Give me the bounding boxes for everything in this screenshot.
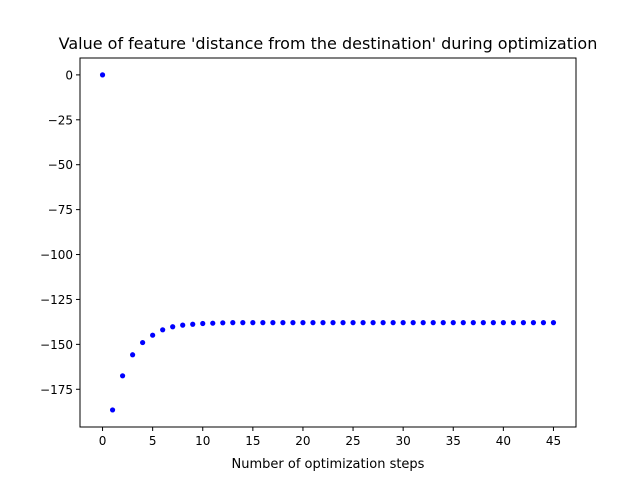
data-point xyxy=(410,320,416,326)
data-point xyxy=(160,327,166,333)
data-point xyxy=(240,320,246,326)
x-tick-label: 0 xyxy=(99,434,107,448)
data-point xyxy=(440,320,446,326)
data-point xyxy=(250,320,256,326)
data-point xyxy=(310,320,316,326)
data-point xyxy=(280,320,286,326)
data-point xyxy=(150,332,156,338)
data-point xyxy=(540,320,547,326)
data-point xyxy=(170,324,176,330)
y-tick-label: −150 xyxy=(40,338,73,352)
data-point xyxy=(190,321,196,327)
data-point xyxy=(220,320,226,326)
x-tick-label: 25 xyxy=(345,434,360,448)
y-tick-label: −100 xyxy=(40,248,73,262)
y-tick-label: −125 xyxy=(40,293,73,307)
y-tick-label: −75 xyxy=(48,203,73,217)
data-point xyxy=(480,320,486,326)
data-point xyxy=(370,320,376,326)
data-point xyxy=(420,320,426,326)
data-point xyxy=(260,320,266,326)
data-point xyxy=(140,339,146,346)
data-point xyxy=(430,320,436,326)
data-point xyxy=(500,320,506,326)
data-point xyxy=(300,320,306,326)
data-point xyxy=(530,320,537,326)
data-points xyxy=(99,72,557,413)
data-point xyxy=(380,320,386,326)
data-point xyxy=(210,320,216,326)
data-point xyxy=(180,322,186,328)
data-point xyxy=(99,72,106,78)
data-point xyxy=(330,320,336,326)
data-point xyxy=(520,320,526,326)
y-tick-label: −175 xyxy=(40,383,73,397)
data-point xyxy=(390,320,396,326)
x-tick-label: 30 xyxy=(396,434,411,448)
data-point xyxy=(230,320,236,326)
y-tick-label: −25 xyxy=(48,113,73,127)
data-point xyxy=(400,320,406,326)
x-axis-label: Number of optimization steps xyxy=(232,457,425,472)
x-tick-label: 10 xyxy=(195,434,210,448)
data-point xyxy=(200,320,206,327)
data-point xyxy=(340,320,346,326)
y-tick-label: 0 xyxy=(65,68,73,82)
data-point xyxy=(510,320,516,326)
data-point xyxy=(109,407,116,413)
plot-frame xyxy=(79,57,577,428)
x-tick-label: 40 xyxy=(496,434,511,448)
data-point xyxy=(290,320,296,326)
x-tick-label: 15 xyxy=(245,434,260,448)
data-point xyxy=(320,320,326,326)
x-tick-label: 5 xyxy=(149,434,157,448)
data-point xyxy=(460,320,466,326)
data-point xyxy=(450,320,456,326)
data-point xyxy=(350,320,356,326)
data-point xyxy=(470,320,476,326)
data-point xyxy=(130,352,136,358)
y-axis-ticks: 0 −25 −50 −75 −100 −125 −150 −175 xyxy=(40,68,80,397)
x-axis-ticks: 0 5 10 15 20 25 30 35 40 45 xyxy=(99,427,561,448)
x-tick-label: 45 xyxy=(546,434,561,448)
data-point xyxy=(270,320,276,326)
x-tick-label: 35 xyxy=(446,434,461,448)
data-point xyxy=(550,320,557,326)
data-point xyxy=(119,373,126,379)
y-tick-label: −50 xyxy=(48,158,73,172)
chart-title: Value of feature 'distance from the dest… xyxy=(59,34,598,53)
data-point xyxy=(490,320,496,326)
data-point xyxy=(360,320,366,326)
x-tick-label: 20 xyxy=(295,434,310,448)
